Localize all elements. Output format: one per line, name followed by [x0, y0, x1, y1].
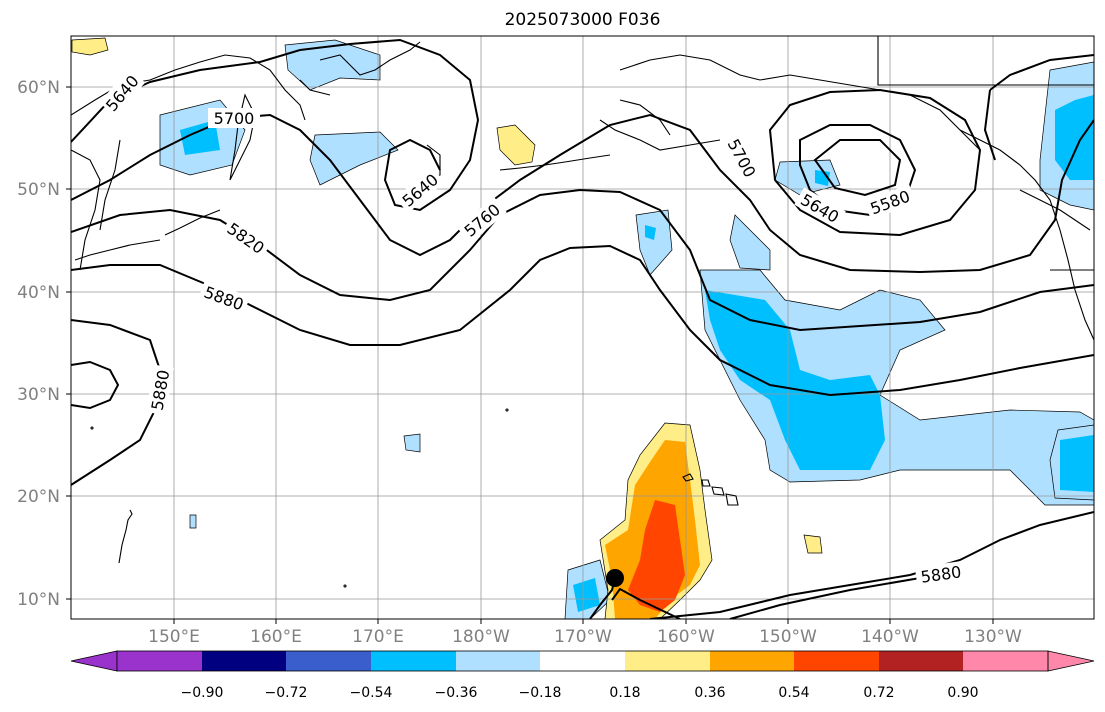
contour-5520-ring: [813, 139, 902, 197]
negative-field-dark: [180, 120, 220, 155]
contour-5640-ring: [768, 88, 982, 237]
lat-label: 60°N: [17, 78, 60, 98]
colorbar-tick: 0.90: [947, 685, 978, 701]
contour-5880e: [729, 577, 921, 619]
colorbar-tick: −0.36: [435, 685, 478, 701]
lon-label: 170°W: [554, 627, 612, 647]
colorbar-swatch: [710, 651, 794, 671]
colorbar-tick-labels: −0.90 −0.72 −0.54 −0.36 −0.18 0.18 0.36 …: [181, 685, 979, 701]
colorbar-swatch: [456, 651, 540, 671]
lat-label: 40°N: [17, 283, 60, 303]
colorbar-extend-high: [1047, 650, 1095, 672]
contour-5700: [71, 113, 1094, 274]
colorbar-swatch: [625, 651, 710, 671]
colorbar-swatch: [202, 651, 286, 671]
lat-label: 20°N: [17, 487, 60, 507]
contour-5880c: [611, 587, 681, 619]
colorbar-swatch: [963, 651, 1048, 671]
map-title: 2025073000 F036: [504, 10, 661, 30]
colorbar-swatch: [286, 651, 371, 671]
negative-field-light: [309, 131, 399, 186]
contour-5700-ring: [989, 54, 1094, 91]
colorbar-tick: 0.36: [694, 685, 725, 701]
negative-field-dark: [645, 225, 656, 240]
negative-field-light: [729, 214, 771, 271]
colorbar-tick: −0.18: [519, 685, 562, 701]
tick-marks: [66, 86, 994, 624]
contour-5760-ring: [983, 89, 996, 161]
colorbar: −0.90 −0.72 −0.54 −0.36 −0.18 0.18 0.36 …: [70, 650, 1095, 701]
lon-label: 180°W: [452, 627, 510, 647]
negative-field-dark: [573, 578, 600, 612]
colorbar-tick: −0.54: [350, 685, 393, 701]
negative-field-light: [774, 159, 841, 196]
colorbar-tick: 0.54: [778, 685, 809, 701]
contour-label: 5700: [214, 109, 255, 128]
colorbar-swatch: [371, 651, 456, 671]
colorbar-extend-low: [70, 650, 118, 672]
lon-label: 150°E: [148, 627, 200, 647]
negative-field-dark: [1055, 95, 1094, 180]
contour-5880b: [71, 360, 120, 410]
positive-field-yellow: [496, 124, 536, 166]
negative-field-light: [189, 514, 197, 529]
negative-field-dark: [815, 170, 830, 186]
positive-field-yellow: [71, 37, 109, 56]
latitude-labels: 60°N 50°N 40°N 30°N 20°N 10°N: [17, 78, 60, 610]
negative-field-light: [403, 433, 421, 453]
lon-label: 140°W: [861, 627, 919, 647]
lat-label: 50°N: [17, 180, 60, 200]
lon-label: 160°E: [250, 627, 302, 647]
colorbar-tick: −0.72: [265, 685, 308, 701]
colorbar-tick: 0.18: [609, 685, 640, 701]
lon-label: 130°W: [964, 627, 1022, 647]
positive-field-yellow: [803, 534, 823, 554]
lat-label: 30°N: [17, 385, 60, 405]
storm-track: [589, 577, 616, 619]
lon-label: 160°W: [657, 627, 715, 647]
contour-5640: [71, 38, 480, 212]
graticule: [71, 36, 1094, 619]
longitude-labels: 150°E 160°E 170°E 180°W 170°W 160°W 150°…: [148, 627, 1022, 647]
lon-label: 150°W: [759, 627, 817, 647]
colorbar-swatch: [540, 651, 625, 671]
colorbar-tick: −0.90: [181, 685, 224, 701]
colorbar-swatch: [879, 651, 963, 671]
lat-label: 10°N: [17, 590, 60, 610]
positive-field-red: [628, 500, 685, 612]
contour-5880d: [649, 511, 1094, 619]
negative-field-dark: [705, 290, 885, 470]
colorbar-swatch: [117, 651, 202, 671]
colorbar-swatch: [794, 651, 879, 671]
negative-field-dark: [1060, 435, 1094, 492]
negative-field-light: [284, 39, 381, 91]
lon-label: 170°E: [352, 627, 404, 647]
colorbar-tick: 0.72: [863, 685, 894, 701]
